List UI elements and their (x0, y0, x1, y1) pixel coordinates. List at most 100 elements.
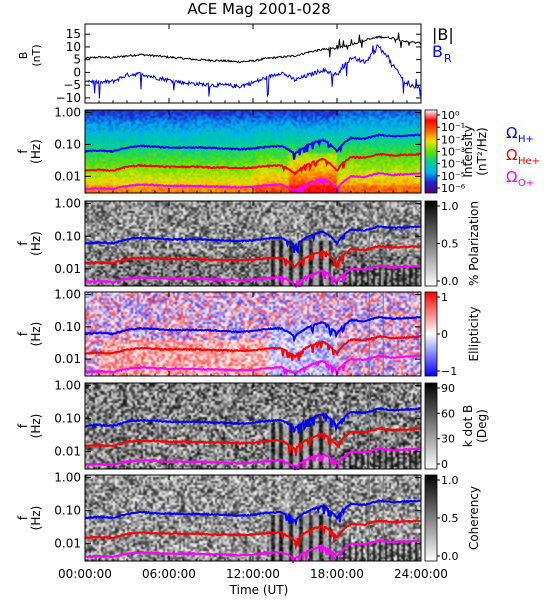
y-axis-unit: (Hz) (29, 506, 43, 531)
gyrofrequency-line-h-plus-polarization (84, 225, 422, 254)
legend-omega-Hplus: Ω (506, 124, 517, 142)
panel-kdotb: 1.00 0.10 0.01 f (Hz) 90 60 30 0 k dot B (Deg) (16, 379, 489, 471)
gyrofrequency-line-he-plus-intensity (84, 152, 422, 176)
gyrofrequency-line-he-plus-ellipticity (84, 334, 422, 361)
y-tick-label: 5 (73, 53, 81, 67)
colorbar-tick-label: 0.0 (441, 275, 459, 288)
x-tick-label: 18:00:00 (310, 567, 364, 581)
y-tick-label: 10 (66, 40, 81, 54)
y-tick-label: 1.00 (54, 106, 81, 120)
y-axis-label: f (16, 423, 30, 428)
gyrofrequency-line-o-plus-coherency (84, 538, 422, 564)
colorbar-label: % Polarization (467, 201, 481, 286)
y-tick-label: 0.01 (54, 445, 81, 459)
y-tick-label: 0.01 (54, 262, 81, 276)
x-tick-label: 12:00:00 (226, 567, 280, 581)
colorbar-tick-label: 60 (441, 407, 455, 420)
y-axis-unit: (Hz) (29, 139, 43, 164)
colorbar-tick-label: 10⁻¹ (441, 121, 465, 134)
legend-b-r-subscript: R (444, 52, 452, 65)
colorbar-label: k dot B (461, 405, 475, 447)
heatmap-ellipticity (85, 292, 421, 376)
legend-omega-Oplus: Ω (506, 168, 517, 186)
gyrofrequency-line-h-plus-coherency (84, 499, 422, 528)
legend-omega-subscript: H+ (518, 134, 534, 145)
gyrofrequency-line-he-plus-kdotb (84, 426, 422, 456)
colorbar-tick-label: 0.5 (441, 238, 459, 251)
y-axis-label: f (16, 241, 30, 246)
colorbar-kdotb (424, 382, 438, 470)
legend-b-r: B (432, 42, 443, 61)
y-tick-label: 1.00 (54, 288, 81, 302)
panel-polarization: 1.00 0.10 0.01 f (Hz) 1.0 0.5 0.0 % Polarization (16, 197, 481, 289)
colorbar-tick-label: 0.0 (441, 550, 459, 563)
y-tick-label: 15 (66, 27, 81, 41)
legend-omega-Heplus: Ω (506, 146, 517, 164)
colorbar-tick-label: 0.5 (441, 512, 459, 525)
y-tick-label: 0 (73, 65, 81, 79)
colorbar-unit: (nT²/Hz) (475, 127, 489, 175)
y-tick-label: 0.10 (54, 320, 81, 334)
y-tick-label: 0.01 (54, 537, 81, 551)
heatmap-polarization (85, 201, 421, 286)
gyrofrequency-line-o-plus-polarization (84, 264, 422, 289)
y-axis-unit: (Hz) (29, 231, 43, 256)
x-tick-label: 24:00:00 (394, 567, 448, 581)
y-tick-label: 1.00 (54, 471, 81, 485)
y-tick-label: 0.01 (54, 169, 81, 183)
colorbar-tick-label: 10⁻⁵ (441, 170, 465, 183)
heatmap-intensity (85, 110, 421, 193)
y-axis-label: B (17, 52, 30, 60)
time-axis: 00:00:00 06:00:00 12:00:00 18:00:00 24:00:00 (58, 24, 448, 581)
colorbar-polarization (424, 200, 438, 287)
y-tick-label: 0.10 (54, 137, 81, 151)
figure-title: ACE Mag 2001-028 (187, 0, 330, 18)
colorbar-tick-label: 10⁻⁴ (441, 158, 466, 171)
colorbar-tick-label: 10⁻² (441, 133, 465, 146)
time-axis-label: Time (UT) (229, 583, 289, 597)
colorbar-unit: (Deg) (475, 409, 489, 443)
gyrofrequency-line-he-plus-polarization (84, 244, 422, 270)
colorbar-label: Ellipticity (467, 307, 481, 362)
colorbar-label: Coherency (467, 486, 481, 550)
colorbar-ellipticity (424, 291, 438, 377)
heatmap-coherency (85, 475, 421, 561)
colorbar-label: Intensity (461, 125, 475, 177)
colorbar-coherency (424, 474, 438, 562)
y-tick-label: 0.10 (54, 229, 81, 243)
colorbar-tick-label: 1.0 (441, 474, 459, 487)
colorbar-tick-label: 90 (441, 382, 455, 395)
colorbar-tick-label: 1.0 (441, 200, 459, 213)
y-tick-label: 0.10 (54, 412, 81, 426)
y-tick-label: 0.10 (54, 504, 81, 518)
panel-intensity: 1.00 0.10 0.01 f (Hz) 10⁰10⁻¹10⁻²10⁻³10⁻⁴10⁻⁵… (16, 106, 540, 195)
y-axis-label: f (16, 331, 30, 336)
colorbar-tick-label: −1 (441, 365, 457, 378)
panel-coherency: 1.00 0.10 0.01 f (Hz) 1.0 0.5 0.0 Coherency (16, 471, 481, 564)
y-tick-label: 1.00 (54, 379, 81, 393)
y-tick-label: −10 (56, 91, 81, 105)
legend-omega-subscript: O+ (518, 178, 534, 189)
gyrofrequency-line-h-plus-intensity (84, 133, 422, 160)
legend-b-magnitude: |B| (432, 25, 454, 44)
y-axis-label: f (16, 149, 30, 154)
gyrofrequency-line-h-plus-kdotb (84, 407, 421, 434)
gyrofrequency-line-h-plus-ellipticity (84, 315, 422, 344)
legend-omega-subscript: He+ (518, 156, 540, 167)
colorbar-tick-label: 0 (441, 328, 448, 341)
colorbar-tick-label: 10⁻³ (441, 146, 465, 159)
x-tick-label: 06:00:00 (142, 567, 196, 581)
panel-field-frame (84, 23, 422, 104)
y-axis-label: f (16, 515, 30, 520)
y-tick-label: −5 (63, 78, 81, 92)
y-tick-label: 0.01 (54, 352, 81, 366)
colorbar-tick-label: 1 (441, 291, 448, 304)
colorbar-tick-label: 0 (441, 458, 448, 471)
heatmap-kdotb (85, 383, 421, 469)
y-axis-unit: (nT) (30, 44, 43, 66)
colorbar-tick-label: 30 (441, 433, 455, 446)
x-tick-label: 00:00:00 (58, 567, 112, 581)
